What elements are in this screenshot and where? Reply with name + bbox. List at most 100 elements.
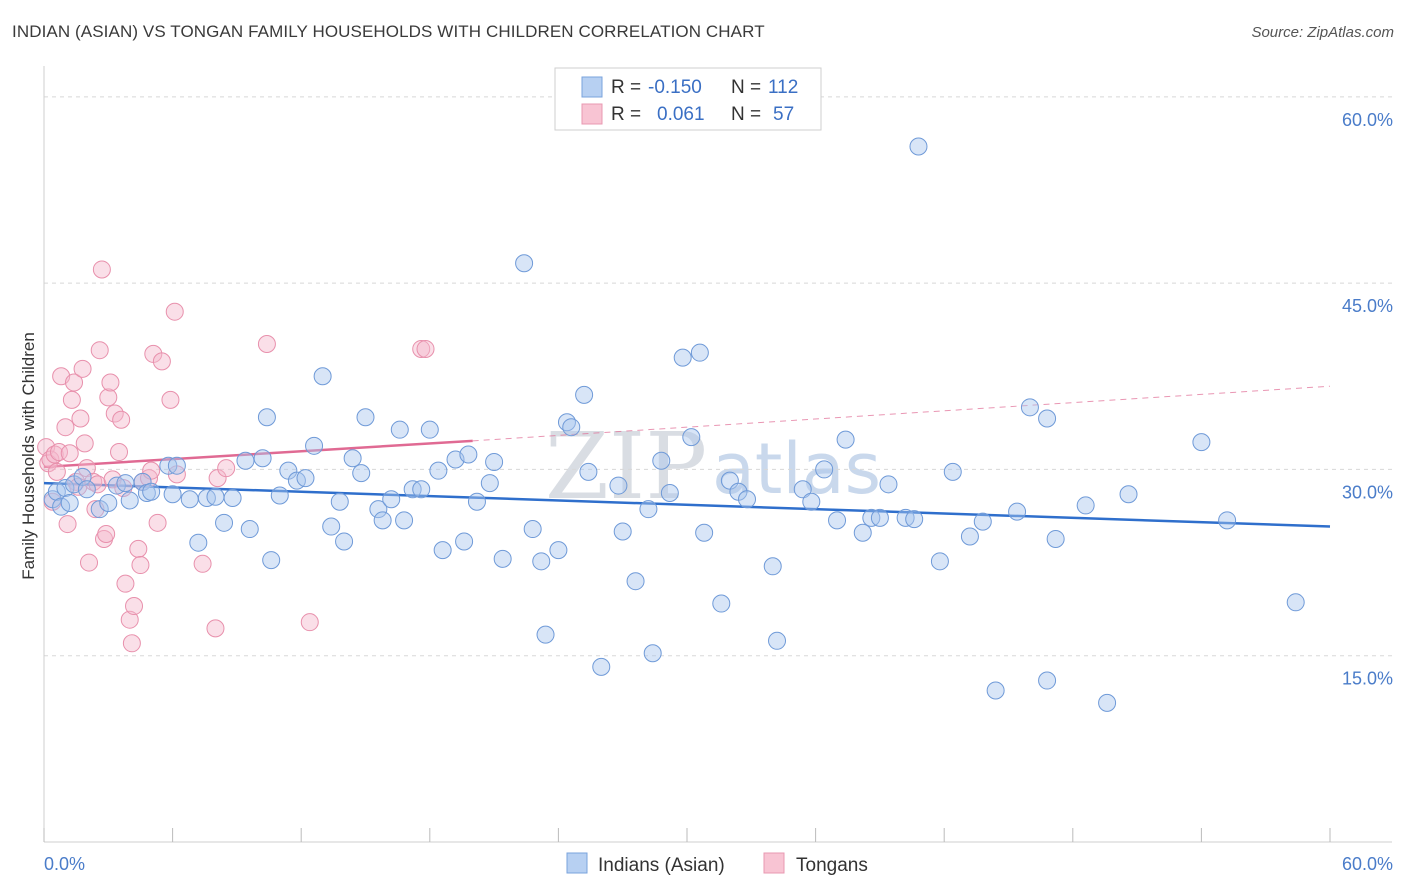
indian-point-88 bbox=[815, 460, 834, 479]
legend-n-label-2: N = bbox=[731, 104, 761, 125]
tick-labels: 15.0% 30.0% 45.0% 60.0% 0.0% 60.0% bbox=[44, 110, 1393, 874]
indian-point-29 bbox=[262, 551, 281, 570]
indian-point-78 bbox=[690, 343, 709, 362]
indian-point-61 bbox=[532, 552, 551, 571]
indian-point-28 bbox=[257, 408, 276, 427]
indian-point-19 bbox=[180, 490, 199, 509]
indian-point-24 bbox=[223, 488, 242, 507]
tongan-point-8 bbox=[56, 418, 75, 437]
tongan-point-17 bbox=[75, 434, 94, 453]
indian-point-72 bbox=[639, 500, 658, 519]
tongan-point-23 bbox=[90, 341, 109, 360]
indian-point-98 bbox=[930, 552, 949, 571]
indian-point-46 bbox=[395, 511, 414, 530]
indian-point-55 bbox=[467, 492, 486, 511]
indian-point-38 bbox=[335, 532, 354, 551]
tongan-point-39 bbox=[131, 556, 150, 575]
legend-r-label-2: R = bbox=[611, 104, 641, 125]
indian-point-58 bbox=[493, 549, 512, 568]
indian-point-26 bbox=[240, 520, 259, 539]
indian-point-33 bbox=[296, 469, 315, 488]
indian-point-27 bbox=[253, 449, 272, 468]
tongan-point-52 bbox=[217, 459, 236, 478]
indian-point-111 bbox=[1192, 433, 1211, 452]
indian-point-80 bbox=[712, 594, 731, 613]
indian-point-37 bbox=[330, 492, 349, 511]
indian-point-1 bbox=[47, 482, 66, 501]
indian-point-41 bbox=[356, 408, 375, 427]
x-tick-label-min: 0.0% bbox=[44, 854, 85, 874]
tongan-point-35 bbox=[120, 610, 139, 629]
indian-point-86 bbox=[793, 480, 812, 499]
indian-point-99 bbox=[943, 462, 962, 481]
indian-point-39 bbox=[343, 449, 362, 468]
legend-n-label-1: N = bbox=[731, 77, 761, 98]
indian-point-101 bbox=[973, 512, 992, 531]
indian-point-84 bbox=[763, 557, 782, 576]
bottom-legend: Indians (Asian) Tongans bbox=[566, 852, 868, 876]
indian-point-25 bbox=[236, 451, 255, 470]
y-tick-label-1: 30.0% bbox=[1342, 482, 1393, 502]
tongan-point-24 bbox=[92, 260, 111, 279]
indian-point-96 bbox=[905, 510, 924, 529]
bottom-legend-label-tongans: Tongans bbox=[796, 855, 868, 876]
legend-r-value-2: 0.061 bbox=[657, 104, 705, 125]
y-tick-label-0: 15.0% bbox=[1342, 669, 1393, 689]
chart-source: Source: ZipAtlas.com bbox=[1251, 24, 1394, 41]
indian-point-85 bbox=[768, 631, 787, 650]
legend-n-value-1: 112 bbox=[768, 77, 798, 98]
grid-lines bbox=[44, 96, 1392, 657]
indian-point-100 bbox=[960, 527, 979, 546]
tongan-point-38 bbox=[129, 539, 148, 558]
tongan-point-19 bbox=[80, 553, 99, 572]
indian-point-77 bbox=[682, 428, 701, 447]
indian-point-11 bbox=[116, 474, 135, 493]
indian-point-7 bbox=[77, 480, 96, 499]
indian-point-67 bbox=[579, 462, 598, 481]
tongan-point-28 bbox=[101, 373, 120, 392]
tongan-point-31 bbox=[110, 443, 129, 462]
tongan-point-12 bbox=[65, 373, 84, 392]
tongan-point-9 bbox=[58, 515, 77, 534]
indian-point-73 bbox=[643, 644, 662, 663]
indian-point-62 bbox=[536, 625, 555, 644]
chart-title: INDIAN (ASIAN) VS TONGAN FAMILY HOUSEHOL… bbox=[12, 22, 765, 41]
indian-point-68 bbox=[592, 657, 611, 676]
indian-point-51 bbox=[433, 541, 452, 560]
indian-point-105 bbox=[1038, 671, 1057, 690]
indian-point-15 bbox=[142, 482, 161, 501]
tongan-point-45 bbox=[152, 352, 171, 371]
indian-point-87 bbox=[802, 492, 821, 511]
x-tick-label-max: 60.0% bbox=[1342, 854, 1393, 874]
indian-point-79 bbox=[695, 523, 714, 542]
indian-point-53 bbox=[455, 532, 474, 551]
indian-point-63 bbox=[549, 541, 568, 560]
indian-point-104 bbox=[1020, 398, 1039, 417]
tongan-trend-line bbox=[43, 439, 473, 469]
indian-point-34 bbox=[305, 436, 324, 455]
indian-point-20 bbox=[189, 533, 208, 552]
tongan-point-47 bbox=[165, 302, 184, 321]
tongan-point-11 bbox=[62, 390, 81, 409]
indian-point-106 bbox=[1038, 409, 1057, 428]
indian-point-35 bbox=[313, 367, 332, 386]
trend-lines bbox=[43, 385, 1331, 528]
indian-point-45 bbox=[390, 420, 409, 439]
bottom-legend-label-indians: Indians (Asian) bbox=[598, 855, 725, 876]
indian-point-102 bbox=[986, 681, 1005, 700]
tongan-point-53 bbox=[257, 334, 276, 353]
legend-r-value-1: -0.150 bbox=[648, 77, 702, 98]
indian-point-103 bbox=[1008, 502, 1027, 521]
legend-r-label-1: R = bbox=[611, 77, 641, 98]
indian-point-30 bbox=[270, 486, 289, 505]
indian-point-112 bbox=[1218, 511, 1237, 530]
indian-point-60 bbox=[523, 520, 542, 539]
indian-point-4 bbox=[60, 493, 79, 512]
indian-point-59 bbox=[515, 254, 534, 273]
tongan-point-10 bbox=[60, 444, 79, 463]
indian-point-76 bbox=[673, 348, 692, 367]
legend-swatch-blue bbox=[581, 76, 603, 98]
indian-point-50 bbox=[429, 461, 448, 480]
indian-point-18 bbox=[167, 456, 186, 475]
